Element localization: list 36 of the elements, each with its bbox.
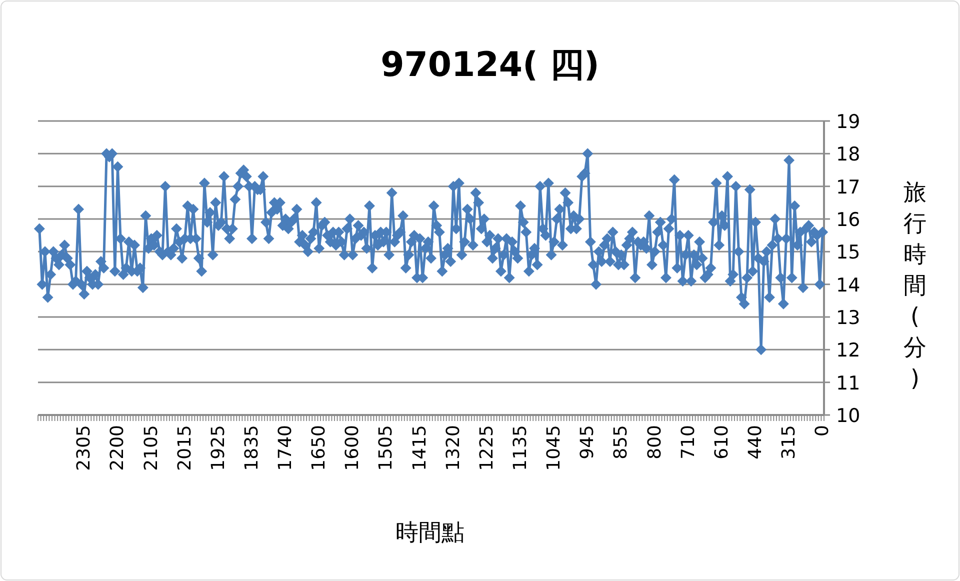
chart-title: 970124( 四) <box>380 45 600 85</box>
x-tick-label: 1600 <box>342 425 364 471</box>
y-tick-label: 13 <box>836 307 860 329</box>
x-tick-label: 1835 <box>241 425 262 471</box>
x-tick-label: 710 <box>678 425 699 460</box>
y-tick-label: 17 <box>836 176 860 198</box>
x-tick-label: 2200 <box>107 425 128 471</box>
x-tick-label: 2015 <box>174 425 196 471</box>
y-tick-label: 15 <box>836 242 860 264</box>
y-tick-label: 11 <box>836 372 860 394</box>
y-tick-label: 18 <box>836 144 860 166</box>
x-tick-label: 2105 <box>140 425 162 471</box>
x-tick-label: 1320 <box>442 425 464 471</box>
y-tick-label: 14 <box>836 274 860 296</box>
x-tick-label: 1045 <box>544 425 565 471</box>
x-tick-label: 1925 <box>208 425 229 471</box>
y-tick-label: 19 <box>836 111 860 133</box>
x-tick-label: 1740 <box>275 425 296 471</box>
x-tick-label: 610 <box>711 425 732 460</box>
x-tick-label: 315 <box>778 425 800 460</box>
x-tick-label: 1505 <box>376 425 397 471</box>
x-tick-label: 1135 <box>510 425 532 471</box>
x-tick-label: 440 <box>744 425 766 460</box>
x-axis-title: 時間點 <box>396 520 464 546</box>
x-tick-label: 2305 <box>74 425 95 471</box>
x-tick-label: 945 <box>577 425 598 460</box>
y-tick-label: 10 <box>836 405 860 427</box>
x-tick-label: 855 <box>610 425 632 460</box>
x-tick-label: 1415 <box>409 425 430 471</box>
x-tick-label: 1225 <box>476 425 498 471</box>
x-tick-label: 1650 <box>308 425 330 471</box>
y-axis-title: 旅行時間(分) <box>904 180 926 392</box>
y-tick-label: 16 <box>836 209 860 231</box>
y-tick-label: 12 <box>836 340 860 362</box>
x-tick-label: 0 <box>812 425 834 436</box>
x-tick-label: 800 <box>644 425 666 460</box>
